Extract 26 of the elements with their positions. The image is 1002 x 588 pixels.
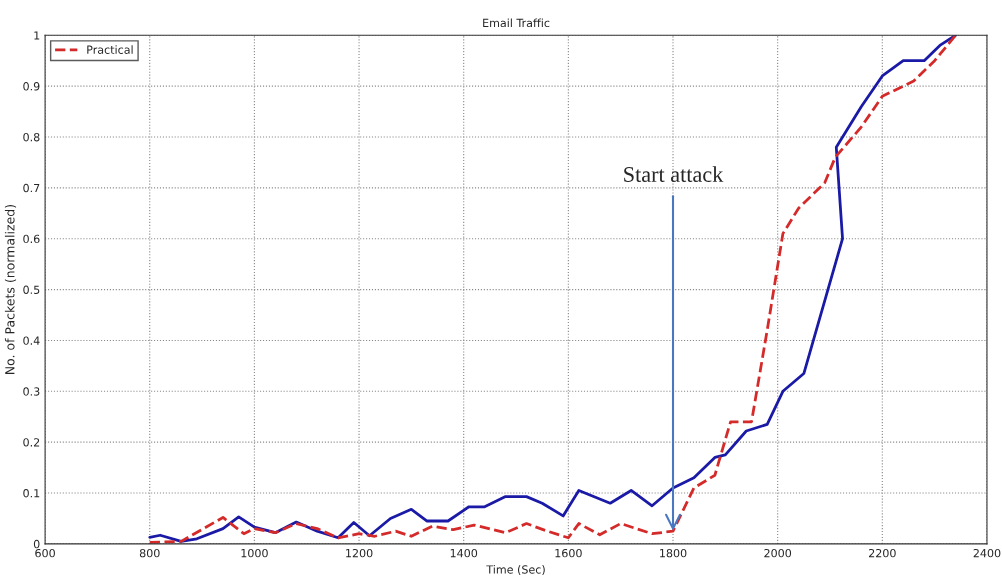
legend-label: Practical <box>87 45 133 54</box>
x-tick-label: 1400 <box>450 548 478 558</box>
y-tick-label: 0.2 <box>23 438 40 447</box>
x-tick-label: 2000 <box>764 548 792 558</box>
x-tick-label: 600 <box>35 548 55 558</box>
chart-title: Email Traffic <box>483 18 550 28</box>
x-tick-label: 800 <box>139 548 160 558</box>
x-tick-label: 1200 <box>346 548 373 558</box>
y-tick-label: 0 <box>33 539 40 549</box>
y-tick-label: 0.5 <box>23 285 40 294</box>
y-tick-label: 0.6 <box>23 234 40 244</box>
y-tick-label: 0.7 <box>23 183 40 193</box>
x-tick-label: 1800 <box>660 548 687 558</box>
y-tick-label: 0.4 <box>23 336 40 345</box>
y-tick-label: 1 <box>34 31 40 40</box>
x-tick-label: 2200 <box>868 548 896 558</box>
x-tick-label: 1600 <box>555 548 582 558</box>
x-axis-title: Time (Sec) <box>486 565 545 575</box>
y-tick-label: 0.9 <box>23 82 40 91</box>
annotation: Start attack <box>624 166 724 182</box>
y-tick-label: 0.1 <box>23 489 40 498</box>
y-axis-title: No. of Packets (normalized) <box>4 205 17 375</box>
x-tick-label: 1000 <box>241 548 268 558</box>
y-tick-label: 0.3 <box>23 387 40 396</box>
x-tick-label: 2400 <box>973 548 1001 558</box>
y-tick-label: 0.8 <box>23 132 40 142</box>
